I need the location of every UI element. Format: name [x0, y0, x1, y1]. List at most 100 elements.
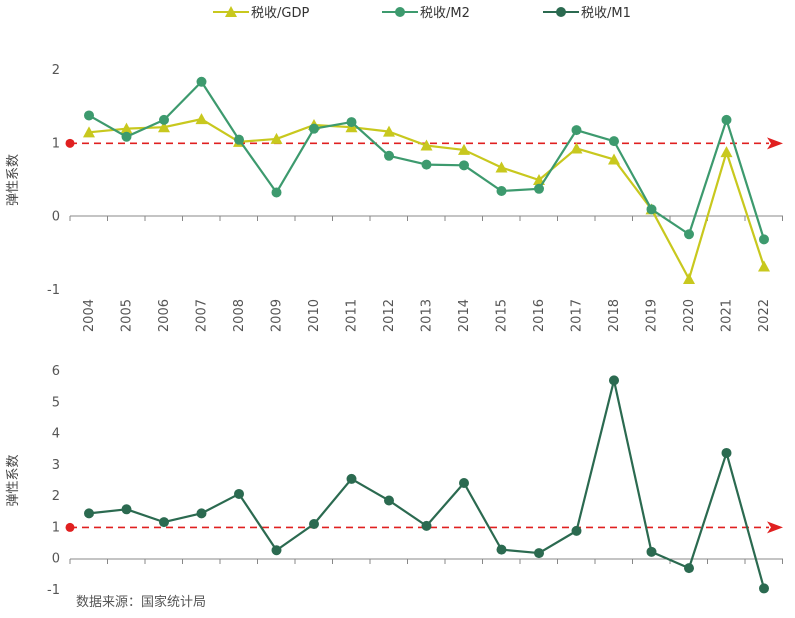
y-tick-label: 4	[52, 427, 60, 442]
legend-label: 税收/GDP	[251, 6, 309, 21]
x-tick-label: 2009	[270, 299, 285, 332]
x-tick-label: 2013	[420, 299, 435, 332]
data-point	[496, 544, 507, 555]
data-point	[720, 146, 733, 158]
reference-line-start-dot	[65, 522, 75, 532]
data-point	[234, 488, 244, 499]
data-point	[721, 447, 732, 458]
x-tick-label: 2021	[720, 299, 735, 332]
y-tick-label: -1	[47, 583, 60, 598]
legend-item[interactable]: 税收/M2	[382, 6, 470, 21]
series-1	[84, 375, 769, 594]
y-tick-label: 5	[52, 395, 60, 410]
data-point	[159, 517, 169, 528]
data-point	[309, 518, 319, 529]
data-point	[421, 520, 432, 531]
data-point	[759, 234, 769, 245]
data-point	[271, 545, 282, 556]
y-tick-label: 0	[52, 210, 60, 225]
data-point	[121, 504, 132, 515]
data-point	[271, 187, 282, 198]
x-tick-label: 2008	[232, 299, 247, 332]
legend-marker	[225, 6, 237, 17]
x-tick-label: 2020	[682, 299, 697, 332]
x-tick-label: 2018	[607, 299, 622, 332]
x-tick-label: 2006	[157, 299, 172, 332]
data-point	[646, 204, 657, 215]
data-point	[420, 139, 433, 151]
data-point	[758, 260, 770, 272]
data-point	[458, 143, 470, 155]
legend: 税收/GDP 税收/M2 税收/M1	[213, 6, 631, 21]
data-point	[346, 117, 357, 128]
data-point	[309, 123, 319, 134]
data-point	[609, 375, 619, 386]
data-point	[571, 125, 582, 136]
data-point	[609, 136, 619, 147]
data-point	[346, 473, 357, 484]
x-tick-label: 2022	[757, 299, 772, 332]
y-tick-label: 2	[52, 63, 60, 78]
x-tick-label: 2017	[570, 299, 585, 332]
data-point	[571, 525, 582, 536]
x-tick-label: 2007	[195, 299, 210, 332]
legend-label: 税收/M2	[420, 6, 470, 21]
chart-bottom: 弹性系数 6 5 4 3 2 1 0 -1	[6, 364, 783, 598]
data-point	[570, 142, 583, 154]
data-point	[158, 121, 170, 133]
data-point	[721, 114, 732, 125]
legend-marker	[395, 7, 405, 17]
legend-item[interactable]: 税收/GDP	[213, 6, 309, 21]
data-point	[495, 161, 508, 173]
x-tick-label: 2014	[457, 299, 472, 332]
data-point	[159, 114, 169, 125]
data-point	[534, 183, 544, 194]
reference-line-arrow	[767, 137, 783, 150]
legend-item[interactable]: 税收/M1	[543, 6, 631, 21]
data-point	[384, 150, 394, 161]
data-point	[121, 131, 132, 142]
x-tick-label: 2019	[645, 299, 660, 332]
data-point	[459, 160, 469, 171]
x-tick-label: 2004	[82, 299, 97, 332]
data-point	[84, 508, 94, 519]
series-1	[83, 113, 770, 284]
data-point	[383, 125, 395, 137]
data-point	[684, 229, 694, 240]
data-point	[120, 122, 133, 134]
data-point	[384, 495, 394, 506]
legend-marker	[556, 7, 566, 17]
data-point	[459, 478, 469, 489]
data-point	[270, 132, 283, 144]
data-point	[421, 159, 432, 170]
data-point	[608, 153, 620, 165]
source-note: 数据来源：国家统计局	[76, 594, 206, 610]
x-tick-label: 2005	[120, 299, 135, 332]
x-tick-label: 2015	[495, 299, 510, 332]
data-point	[534, 548, 544, 559]
reference-line-start-dot	[65, 138, 75, 148]
data-point	[684, 563, 694, 574]
x-tick-label: 2011	[345, 299, 360, 332]
data-point	[646, 546, 657, 557]
data-point	[196, 508, 207, 519]
y-tick-label: 3	[52, 458, 60, 473]
y-axis-label: 弹性系数	[6, 454, 21, 506]
data-point	[84, 110, 94, 121]
series-line	[88, 379, 766, 589]
chart-top: 弹性系数 2 1 0 -1 2004 2005 2006 2007 2008 2009 2010 201…	[6, 63, 783, 332]
series-2	[84, 76, 769, 245]
x-tick-label: 2010	[307, 299, 322, 332]
data-point	[196, 76, 207, 87]
data-point	[234, 134, 244, 145]
y-tick-label: 0	[52, 552, 60, 567]
data-point	[83, 126, 95, 138]
x-tick-label: 2012	[382, 299, 397, 332]
data-point	[683, 273, 695, 284]
y-tick-label: 2	[52, 489, 60, 504]
y-tick-label: 1	[52, 520, 60, 535]
data-point	[496, 186, 507, 196]
data-point	[195, 113, 208, 125]
